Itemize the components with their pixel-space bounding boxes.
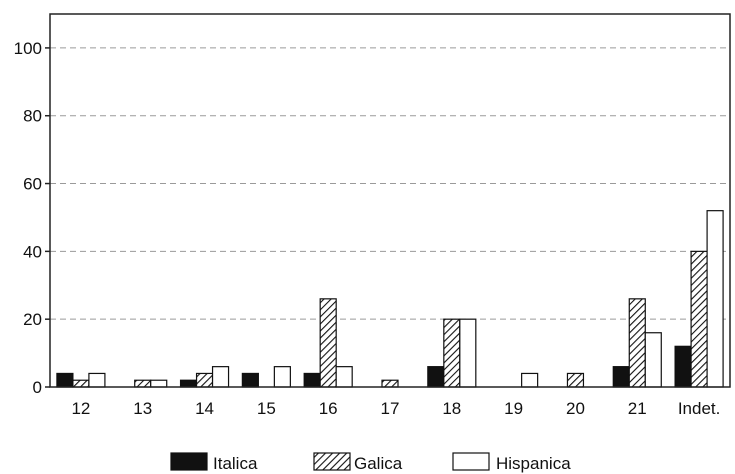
legend-label-italica: Italica [213,454,258,473]
legend-swatch-hispanica [452,452,490,471]
x-tick-labels: 12 13 14 15 16 17 18 19 20 21 Indet. [71,399,720,418]
x-tick-label: 20 [566,399,585,418]
x-tick-label: 14 [195,399,214,418]
bar-hispanica-21 [644,332,662,388]
x-tick-label: Indet. [678,399,721,418]
bar-galica-17 [381,379,399,388]
bar-galica-20 [566,372,585,388]
y-tick-label: 100 [14,39,42,58]
legend-swatch-italica [170,452,208,471]
legend-label-galica: Galica [354,454,403,473]
bar-galica-indet [690,250,708,388]
bar-hispanica-indet [706,210,724,388]
bar-italica-21 [612,366,630,388]
y-tick-labels: 0 20 40 60 80 100 [14,39,50,397]
x-tick-label: 13 [133,399,152,418]
bar-hispanica-14 [211,366,230,388]
bar-hispanica-19 [521,372,539,388]
bar-hispanica-18 [459,318,477,388]
bar-italica-indet [674,345,692,388]
bar-galica-18 [443,318,461,388]
x-tick-label: 21 [628,399,647,418]
grid-lines [50,47,730,320]
bar-italica-12 [56,372,74,388]
bar-hispanica-16 [335,366,353,388]
bar-galica-21 [628,298,646,388]
legend-label-hispanica: Hispanica [496,454,571,473]
bar-galica-12 [72,379,90,388]
bar-hispanica-15 [273,366,291,388]
bar-galica-13 [134,379,152,388]
x-tick-label: 12 [71,399,90,418]
bar-hispanica-13 [150,379,168,388]
bar-italica-14 [179,379,198,388]
bar-galica-14 [195,372,214,388]
legend-swatch-galica [313,452,351,471]
y-tick-label: 0 [33,378,42,397]
y-tick-label: 40 [23,242,42,261]
bar-galica-16 [319,298,337,388]
x-tick-label: 17 [381,399,400,418]
bar-italica-16 [303,372,321,388]
x-tick-label: 19 [504,399,523,418]
bar-hispanica-12 [88,372,106,388]
legend: Italica Galica Hispanica [170,452,571,473]
bars [56,210,724,388]
bar-italica-18 [427,366,445,388]
x-tick-label: 16 [319,399,338,418]
y-tick-label: 80 [23,107,42,126]
plot-frame [49,13,731,388]
y-tick-label: 60 [23,175,42,194]
y-tick-label: 20 [23,310,42,329]
bar-italica-15 [241,372,259,388]
x-tick-label: 18 [442,399,461,418]
x-tick-label: 15 [257,399,276,418]
